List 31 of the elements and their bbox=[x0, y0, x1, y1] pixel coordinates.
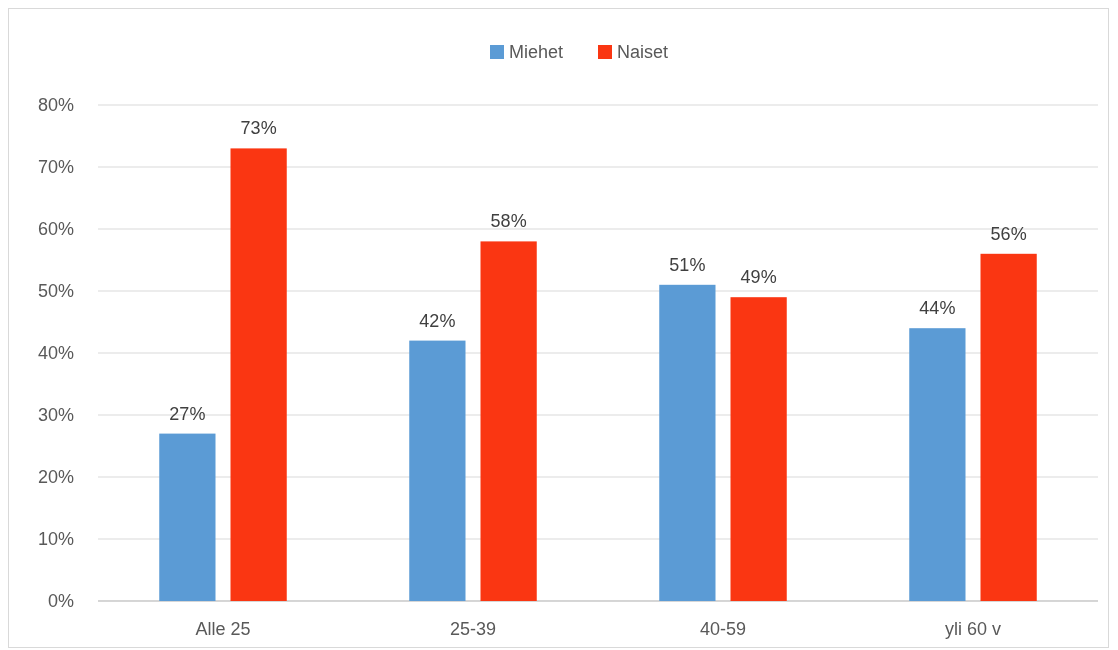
bar bbox=[980, 253, 1037, 601]
data-label: 42% bbox=[419, 310, 456, 331]
data-label: 58% bbox=[490, 211, 527, 232]
y-tick-label: 20% bbox=[37, 467, 74, 488]
data-label: 51% bbox=[669, 254, 706, 275]
data-label: 73% bbox=[240, 118, 277, 139]
x-tick-label: 25-39 bbox=[449, 619, 497, 639]
data-label: 49% bbox=[740, 267, 777, 288]
y-tick-label: 10% bbox=[37, 529, 74, 550]
bar bbox=[480, 241, 537, 601]
bar bbox=[730, 297, 787, 601]
y-tick-label: 30% bbox=[37, 405, 74, 426]
bar bbox=[230, 148, 287, 601]
y-tick-label: 80% bbox=[37, 95, 74, 116]
y-tick-label: 0% bbox=[47, 591, 74, 612]
legend-label: Naiset bbox=[617, 42, 669, 63]
y-tick-label: 70% bbox=[37, 157, 74, 178]
data-label: 27% bbox=[169, 403, 206, 424]
bar bbox=[159, 433, 216, 601]
bar bbox=[659, 284, 716, 601]
legend-label: Miehet bbox=[509, 42, 564, 63]
y-tick-label: 40% bbox=[37, 343, 74, 364]
x-tick-label: 40-59 bbox=[699, 619, 747, 639]
bar bbox=[409, 340, 466, 601]
x-tick-label: yli 60 v bbox=[944, 619, 1002, 639]
y-tick-label: 50% bbox=[37, 281, 74, 302]
data-label: 44% bbox=[919, 298, 956, 319]
y-tick-label: 60% bbox=[37, 219, 74, 240]
x-tick-label: Alle 25 bbox=[195, 619, 251, 639]
bar bbox=[909, 328, 966, 601]
data-label: 56% bbox=[990, 223, 1027, 244]
